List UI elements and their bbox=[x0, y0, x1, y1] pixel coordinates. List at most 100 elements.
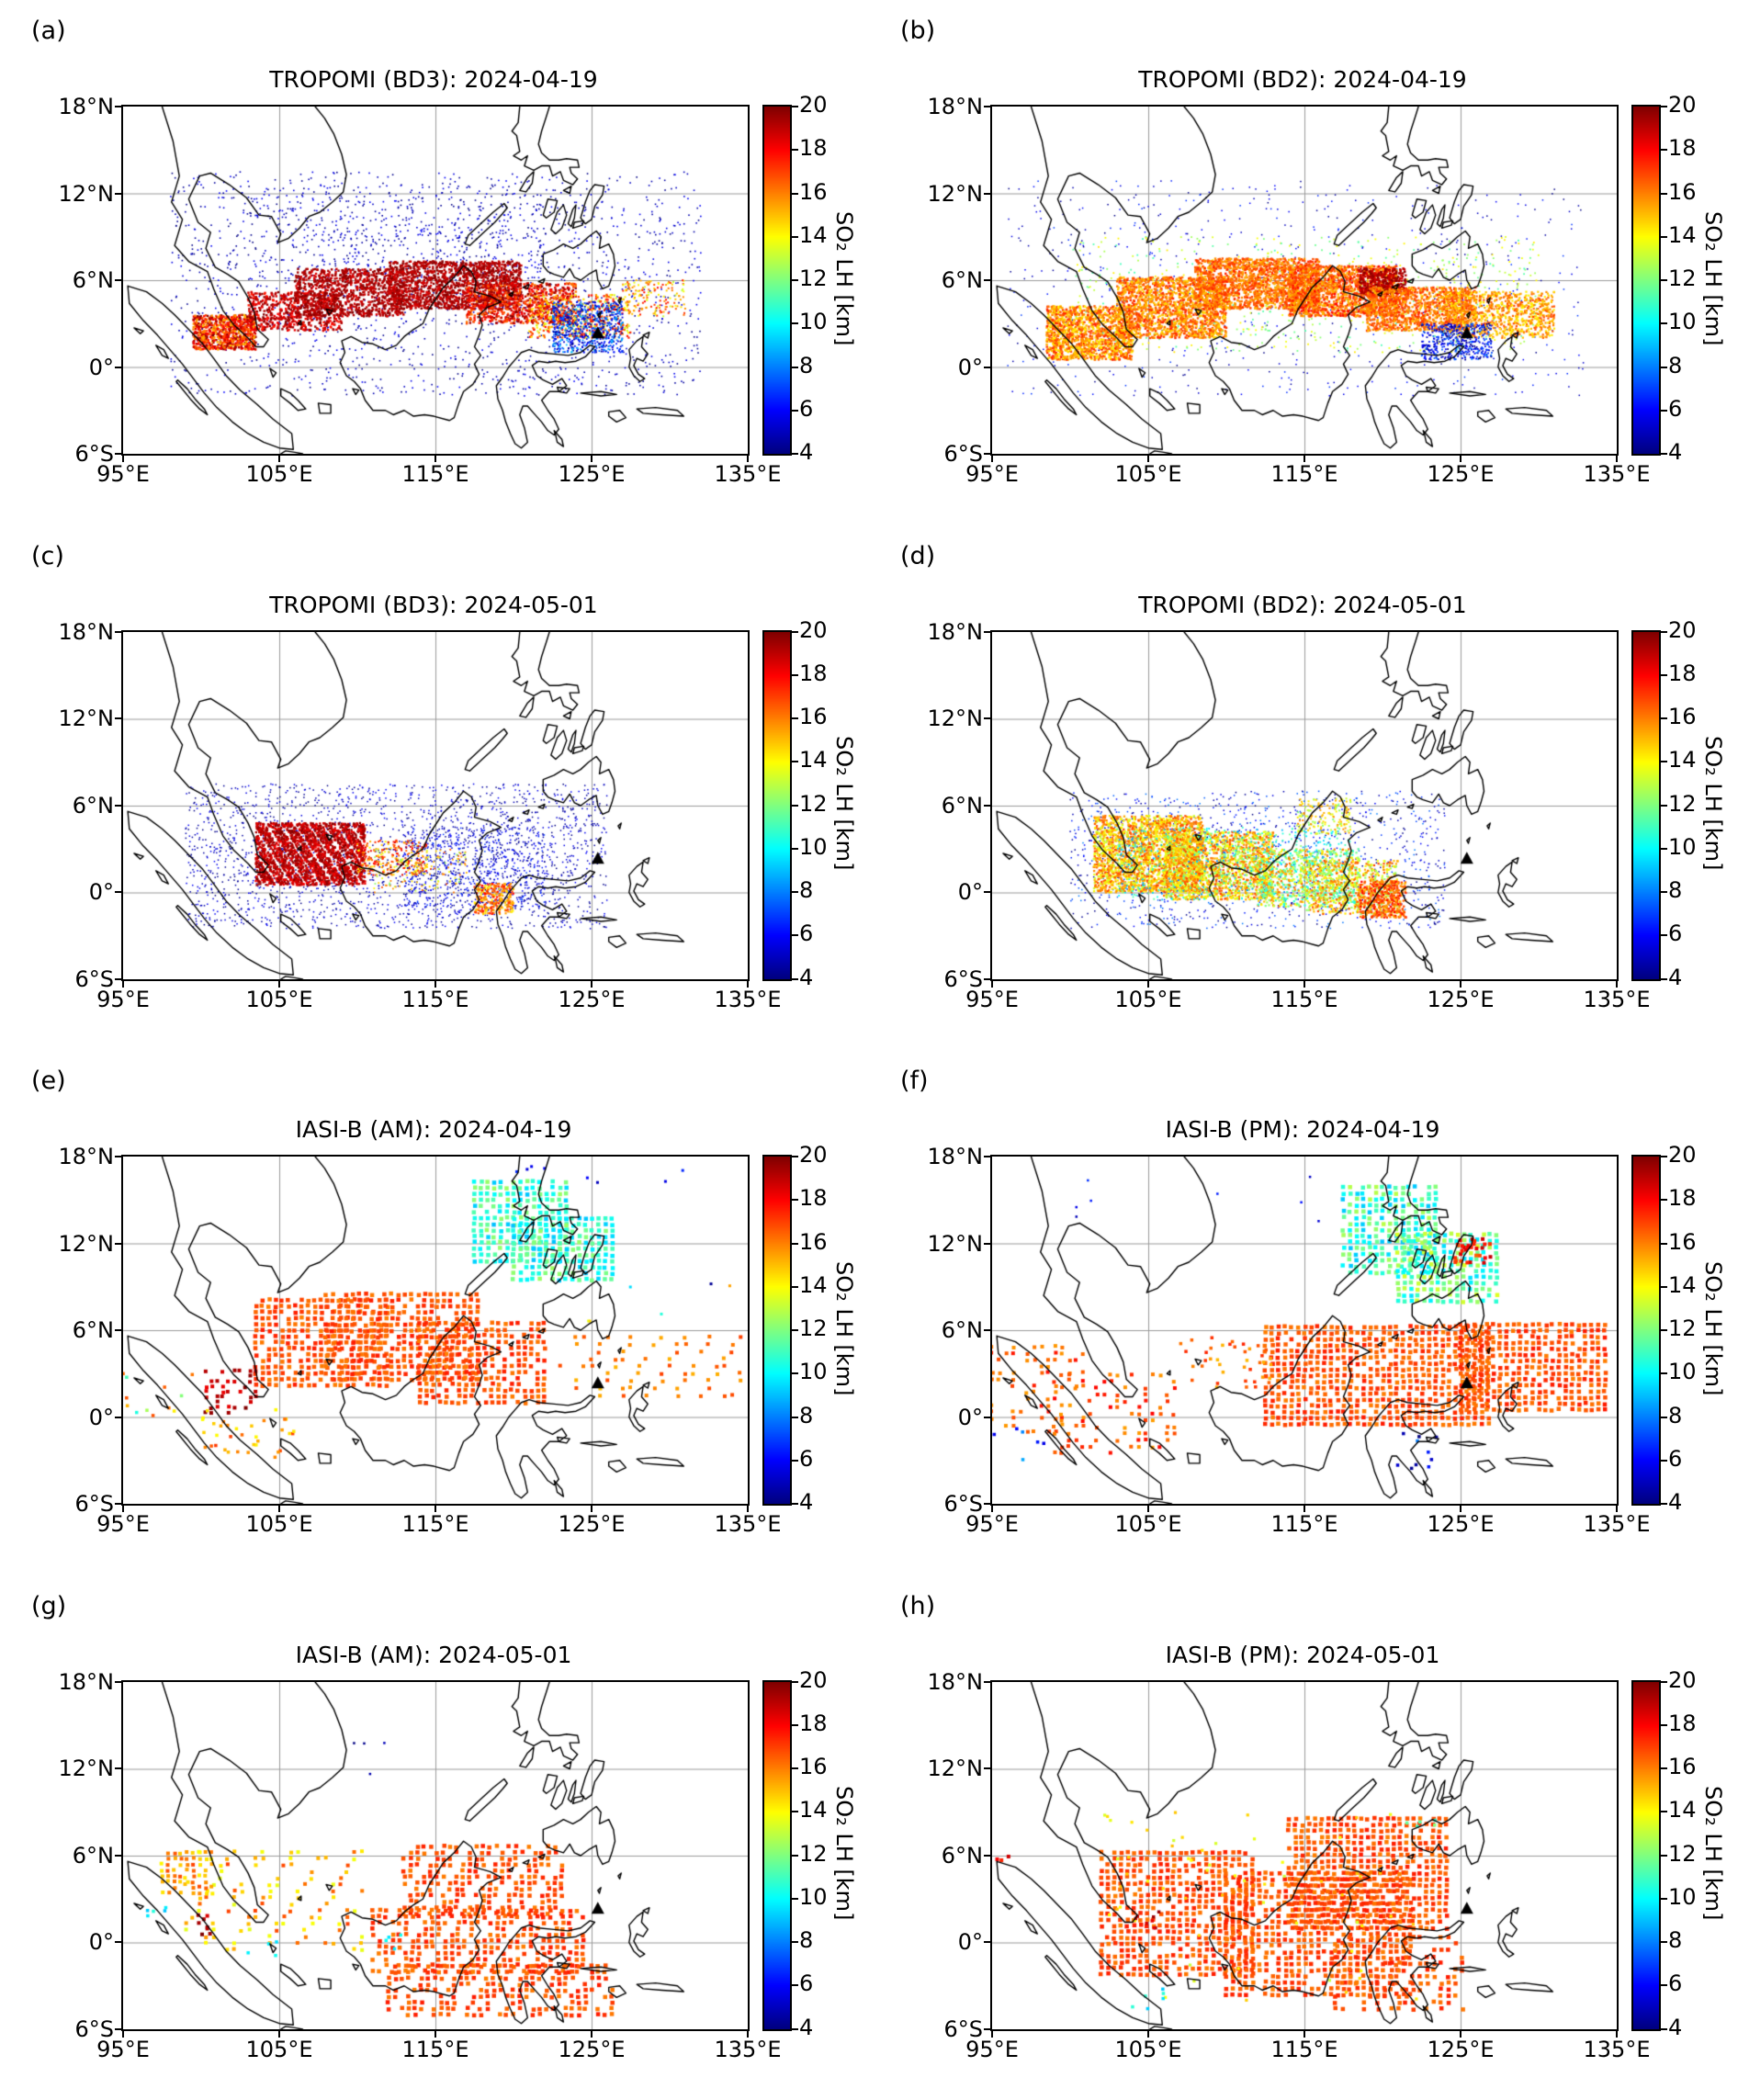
colorbar-tick-mark bbox=[1661, 1416, 1667, 1418]
colorbar-tick-mark bbox=[1661, 106, 1667, 107]
colorbar-tick-label: 12 bbox=[799, 790, 828, 817]
colorbar-tick-label: 6 bbox=[799, 920, 814, 947]
colorbar-tick-mark bbox=[1661, 1897, 1667, 1900]
y-tick-mark bbox=[115, 1242, 121, 1245]
y-tick-mark bbox=[115, 891, 121, 893]
x-tick-label: 115°E bbox=[1270, 2036, 1338, 2062]
colorbar-tick-mark bbox=[1661, 630, 1667, 633]
y-tick-label: 12°N bbox=[927, 1756, 984, 1781]
x-tick-label: 105°E bbox=[245, 986, 313, 1012]
x-tick-mark bbox=[591, 1506, 592, 1512]
colorbar-tick-mark bbox=[792, 279, 798, 281]
x-tick-label: 125°E bbox=[1427, 1511, 1495, 1537]
x-tick-mark bbox=[1460, 1506, 1462, 1512]
figure-panel: (c) TROPOMI (BD3): 2024-05-01 95°E 105°E 1… bbox=[0, 525, 869, 1050]
colorbar-label: SO₂ LH [km] bbox=[831, 736, 857, 871]
map-canvas bbox=[992, 107, 1617, 454]
colorbar-tick-mark bbox=[1661, 322, 1667, 325]
y-tick-label: 0° bbox=[88, 879, 114, 905]
x-tick-label: 105°E bbox=[1114, 1511, 1182, 1537]
colorbar bbox=[1631, 1679, 1667, 2031]
y-tick-label: 6°N bbox=[941, 267, 983, 293]
y-tick-label: 6°N bbox=[72, 267, 114, 293]
y-tick-label: 18°N bbox=[58, 1144, 115, 1169]
colorbar-tick-mark bbox=[1661, 1723, 1667, 1726]
x-tick-label: 135°E bbox=[1583, 2036, 1651, 2062]
colorbar-tick-label: 6 bbox=[1668, 1445, 1683, 1472]
x-tick-mark bbox=[991, 980, 993, 988]
x-tick-label: 125°E bbox=[558, 986, 626, 1012]
colorbar-tick-mark bbox=[1661, 1941, 1667, 1943]
colorbar-tick-label: 6 bbox=[799, 1970, 814, 1997]
y-tick-mark bbox=[984, 1854, 990, 1857]
colorbar-tick-label: 20 bbox=[799, 92, 828, 118]
colorbar-tick-mark bbox=[792, 409, 798, 412]
y-tick-mark bbox=[984, 891, 990, 893]
colorbar-tick-mark bbox=[1661, 1767, 1667, 1769]
colorbar-tick-mark bbox=[792, 192, 798, 195]
x-tick-mark bbox=[1304, 456, 1305, 462]
colorbar-tick-label: 14 bbox=[799, 221, 828, 248]
y-tick-mark bbox=[115, 1503, 121, 1505]
colorbar-tick-label: 8 bbox=[1668, 877, 1683, 903]
colorbar-tick-label: 20 bbox=[1668, 616, 1697, 643]
colorbar-tick-label: 4 bbox=[1668, 1489, 1683, 1515]
x-tick-label: 125°E bbox=[1427, 461, 1495, 487]
colorbar-tick-label: 10 bbox=[799, 833, 828, 860]
x-tick-mark bbox=[1304, 2030, 1305, 2038]
colorbar-tick-mark bbox=[1661, 409, 1667, 412]
colorbar-tick-mark bbox=[1661, 891, 1667, 893]
y-tick-mark bbox=[984, 1941, 990, 1943]
colorbar-tick-label: 6 bbox=[1668, 395, 1683, 422]
x-tick-label: 115°E bbox=[401, 2036, 469, 2062]
colorbar-tick-mark bbox=[792, 1723, 798, 1726]
colorbar-tick-mark bbox=[1661, 366, 1667, 368]
y-tick-mark bbox=[984, 453, 990, 455]
x-tick-label: 95°E bbox=[96, 2036, 150, 2062]
x-tick-label: 135°E bbox=[714, 2036, 782, 2062]
colorbar-tick-mark bbox=[792, 1811, 798, 1813]
colorbar-tick-mark bbox=[1661, 453, 1667, 455]
x-tick-mark bbox=[122, 980, 124, 988]
colorbar-tick-mark bbox=[1661, 717, 1667, 719]
colorbar-label: SO₂ LH [km] bbox=[1700, 736, 1726, 871]
y-tick-mark bbox=[984, 1416, 990, 1418]
colorbar bbox=[762, 1679, 798, 2031]
colorbar-tick-label: 12 bbox=[799, 1315, 828, 1341]
colorbar-tick-label: 4 bbox=[1668, 964, 1683, 990]
y-tick-label: 12°N bbox=[927, 706, 984, 731]
colorbar-tick-mark bbox=[792, 1329, 798, 1331]
y-tick-mark bbox=[115, 279, 121, 281]
y-tick-mark bbox=[984, 1767, 990, 1769]
colorbar-tick-mark bbox=[1661, 1680, 1667, 1683]
colorbar-tick-label: 14 bbox=[799, 747, 828, 773]
y-tick-label: 12°N bbox=[58, 180, 115, 207]
colorbar-tick-label: 4 bbox=[1668, 2014, 1683, 2040]
colorbar-tick-mark bbox=[792, 1199, 798, 1202]
x-tick-label: 135°E bbox=[714, 1511, 782, 1537]
colorbar bbox=[762, 629, 798, 981]
y-tick-label: 0° bbox=[88, 354, 114, 380]
x-tick-mark bbox=[122, 1506, 124, 1512]
colorbar-tick-mark bbox=[792, 1372, 798, 1375]
colorbar-tick-mark bbox=[1661, 977, 1667, 980]
x-tick-mark bbox=[434, 2030, 436, 2038]
colorbar-tick-mark bbox=[1661, 279, 1667, 281]
colorbar-tick-mark bbox=[792, 1680, 798, 1683]
y-tick-label: 6°S bbox=[74, 441, 114, 467]
y-tick-mark bbox=[115, 1854, 121, 1857]
y-tick-mark bbox=[984, 366, 990, 368]
y-tick-label: 6°N bbox=[72, 792, 114, 819]
y-tick-mark bbox=[115, 453, 121, 455]
x-tick-mark bbox=[1616, 2030, 1618, 2038]
x-tick-label: 95°E bbox=[96, 1511, 150, 1537]
colorbar-tick-label: 18 bbox=[1668, 1185, 1697, 1212]
colorbar-tick-label: 12 bbox=[1668, 1315, 1697, 1341]
colorbar-tick-label: 18 bbox=[799, 1710, 828, 1736]
panel-label: (a) bbox=[31, 17, 66, 45]
x-tick-mark bbox=[1147, 456, 1149, 462]
panel-label: (g) bbox=[31, 1591, 67, 1620]
y-tick-label: 18°N bbox=[927, 94, 984, 119]
y-tick-mark bbox=[115, 1767, 121, 1769]
colorbar-label: SO₂ LH [km] bbox=[1700, 1260, 1726, 1396]
